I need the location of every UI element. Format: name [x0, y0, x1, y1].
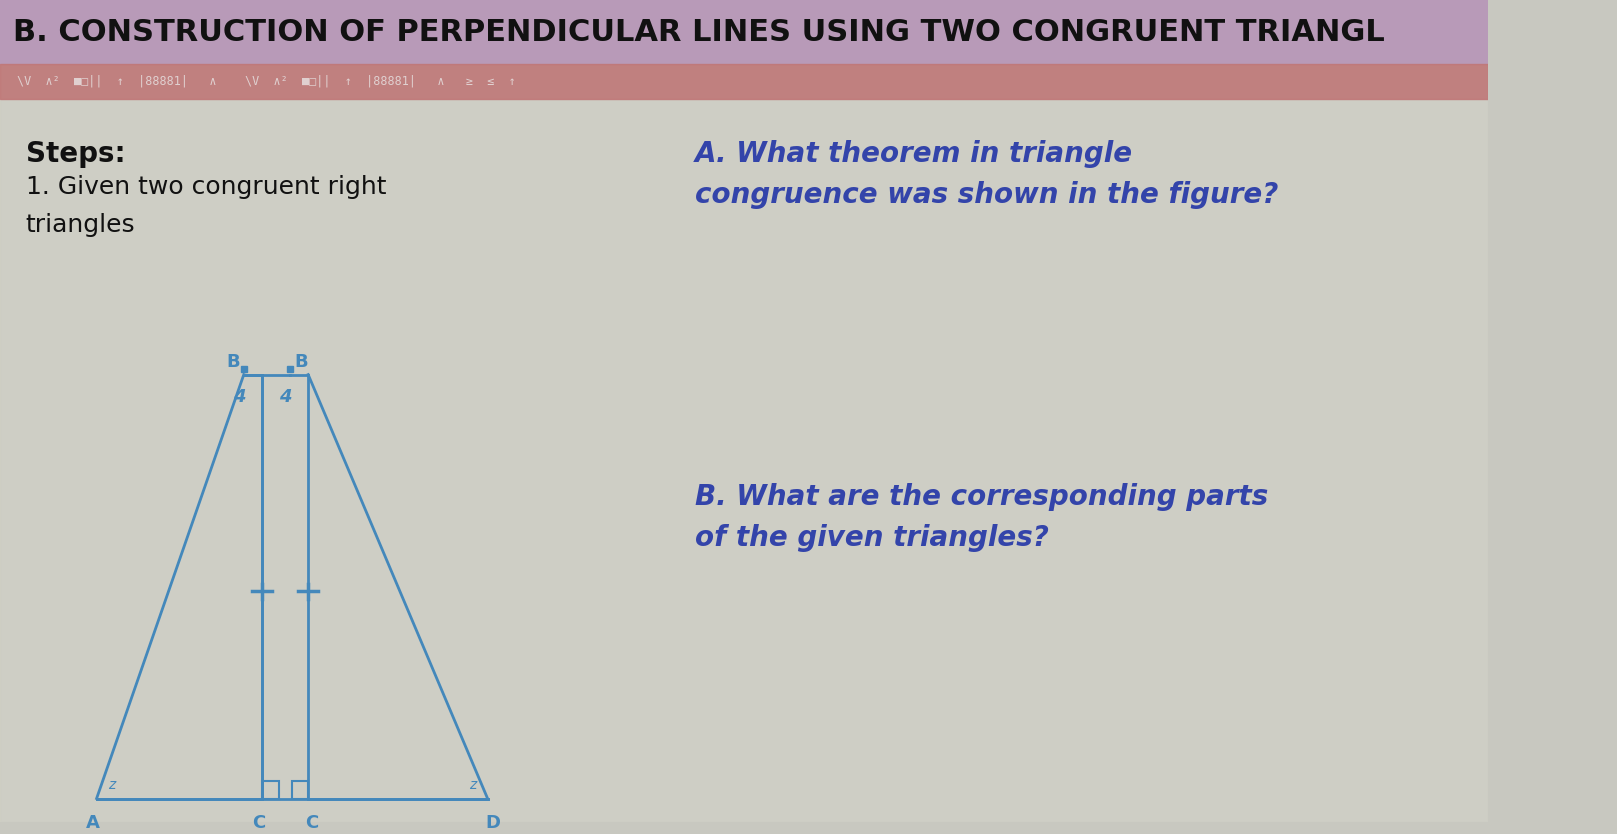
Text: B. CONSTRUCTION OF PERPENDICULAR LINES USING TWO CONGRUENT TRIANGL: B. CONSTRUCTION OF PERPENDICULAR LINES U…	[13, 18, 1384, 47]
Bar	[288, 366, 293, 372]
Bar	[0, 0, 1488, 64]
Text: 4: 4	[233, 388, 246, 406]
Text: Steps:: Steps:	[26, 140, 126, 168]
Bar	[0, 64, 1488, 98]
Text: C: C	[306, 814, 319, 832]
Bar	[241, 366, 246, 372]
Text: z: z	[108, 777, 115, 791]
Text: B: B	[294, 353, 307, 370]
Text: C: C	[252, 814, 265, 832]
Text: A: A	[86, 814, 100, 832]
Text: z: z	[469, 777, 477, 791]
Bar	[0, 98, 1488, 822]
Text: A. What theorem in triangle
congruence was shown in the figure?: A. What theorem in triangle congruence w…	[695, 140, 1277, 209]
Text: \V  ∧²  ■□||  ↑  |88881|   ∧    \V  ∧²  ■□||  ↑  |88881|   ∧   ≥  ≤  ↑: \V ∧² ■□|| ↑ |88881| ∧ \V ∧² ■□|| ↑ |888…	[16, 75, 516, 88]
Text: 1. Given two congruent right
triangles: 1. Given two congruent right triangles	[26, 175, 386, 237]
Bar	[0, 98, 1488, 822]
Text: D: D	[485, 814, 501, 832]
Text: B. What are the corresponding parts
of the given triangles?: B. What are the corresponding parts of t…	[695, 483, 1268, 552]
Bar	[291, 781, 309, 798]
Text: 4: 4	[280, 388, 291, 406]
Text: B: B	[226, 353, 239, 370]
Bar	[262, 781, 278, 798]
